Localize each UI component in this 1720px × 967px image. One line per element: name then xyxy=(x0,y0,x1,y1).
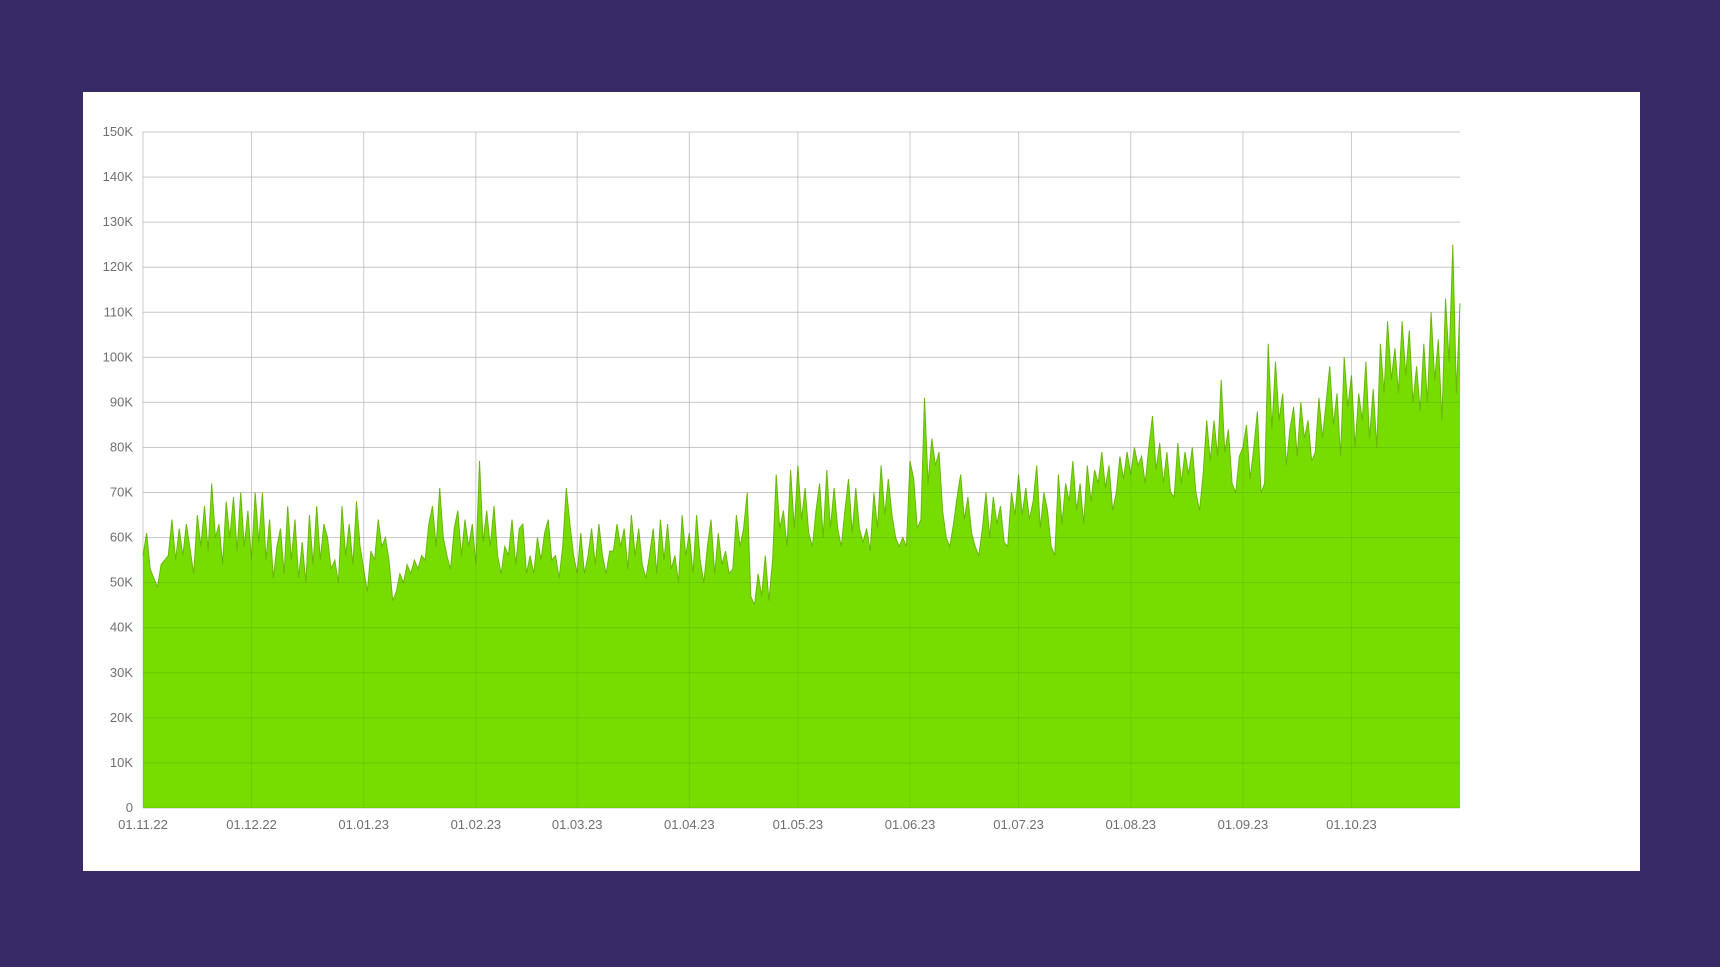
y-tick-label: 150K xyxy=(103,124,134,139)
y-tick-label: 100K xyxy=(103,349,134,364)
y-tick-label: 90K xyxy=(110,394,133,409)
x-axis: 01.11.22 01.12.22 01.01.23 01.02.23 01.03.23… xyxy=(118,817,1377,832)
x-tick-label: 01.11.22 xyxy=(118,817,168,832)
x-tick-label: 01.05.23 xyxy=(773,817,824,832)
y-tick-label: 40K xyxy=(110,620,133,635)
y-tick-label: 30K xyxy=(110,665,133,680)
y-tick-label: 50K xyxy=(110,575,133,590)
x-tick-label: 01.03.23 xyxy=(552,817,603,832)
y-tick-label: 20K xyxy=(110,710,133,725)
area-chart: 0 10K 20K 30K 40K 50K 60K 70K 80K 90K 100K 110K 120K… xyxy=(103,124,1461,832)
y-tick-label: 10K xyxy=(110,755,133,770)
x-tick-label: 01.04.23 xyxy=(664,817,715,832)
area-layer xyxy=(142,131,1461,809)
x-tick-label: 01.09.23 xyxy=(1218,817,1269,832)
x-tick-label: 01.07.23 xyxy=(993,817,1044,832)
y-tick-label: 80K xyxy=(110,439,133,454)
x-tick-label: 01.10.23 xyxy=(1326,817,1377,832)
y-tick-label: 140K xyxy=(103,169,134,184)
y-axis: 0 10K 20K 30K 40K 50K 60K 70K 80K 90K 100K 110K 120K… xyxy=(103,124,134,815)
x-tick-label: 01.06.23 xyxy=(885,817,936,832)
y-tick-label: 120K xyxy=(103,259,134,274)
y-tick-label: 0 xyxy=(126,800,133,815)
x-tick-label: 01.08.23 xyxy=(1105,817,1156,832)
x-tick-label: 01.01.23 xyxy=(338,817,389,832)
y-tick-label: 110K xyxy=(104,304,134,319)
series-line xyxy=(142,244,1461,606)
x-tick-label: 01.12.22 xyxy=(226,817,277,832)
chart-panel: 0 10K 20K 30K 40K 50K 60K 70K 80K 90K 100K 110K 120K… xyxy=(83,92,1640,871)
series-area xyxy=(143,244,1460,808)
y-tick-label: 130K xyxy=(103,214,134,229)
y-tick-label: 70K xyxy=(110,485,133,500)
y-tick-label: 60K xyxy=(110,530,133,545)
x-tick-label: 01.02.23 xyxy=(451,817,502,832)
